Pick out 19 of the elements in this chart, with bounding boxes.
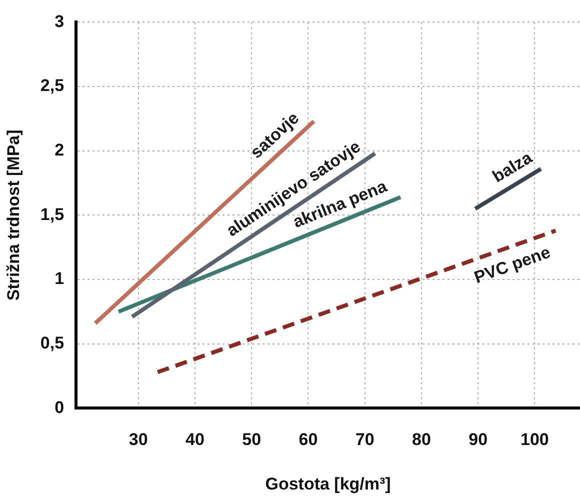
y-tick-label: 0,5 bbox=[40, 334, 64, 353]
y-tick-label: 3 bbox=[54, 12, 64, 31]
x-tick-label: 40 bbox=[185, 430, 204, 450]
y-tick-label: 1 bbox=[54, 269, 64, 288]
text: PVC pene bbox=[472, 242, 553, 288]
y-tick-label: 2 bbox=[54, 140, 64, 160]
x-tick-label: 30 bbox=[128, 430, 148, 450]
x-tick-label: 100 bbox=[520, 430, 549, 450]
text: balza bbox=[489, 148, 536, 186]
y-tick-label: 2,5 bbox=[40, 76, 64, 96]
x-tick-label: 90 bbox=[468, 430, 488, 450]
x-tick-label: 70 bbox=[355, 430, 374, 450]
y-tick-label: 1,5 bbox=[40, 204, 64, 224]
x-axis-title: Gostota [kg/m³] bbox=[265, 474, 391, 494]
x-tick-label: 60 bbox=[298, 430, 318, 450]
x-tick-label: 80 bbox=[412, 430, 431, 450]
x-tick-label: 50 bbox=[242, 430, 262, 450]
y-tick-label: 0 bbox=[54, 398, 64, 417]
y-axis-title: Strižna trdnost [MPa] bbox=[4, 130, 23, 301]
